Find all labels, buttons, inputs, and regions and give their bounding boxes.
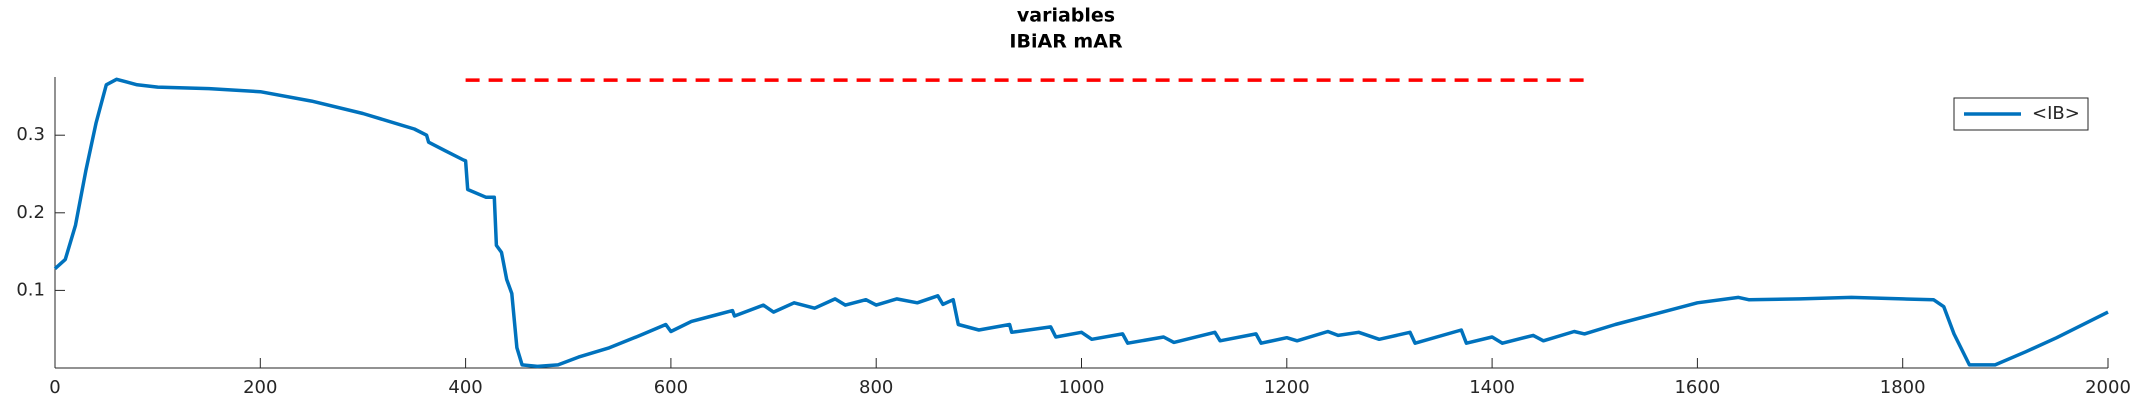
x-tick-label: 0 [49, 377, 60, 398]
x-tick-label: 1400 [1469, 377, 1515, 398]
x-tick-label: 400 [448, 377, 482, 398]
x-tick-label: 600 [654, 377, 688, 398]
legend-label: <IB> [2032, 103, 2080, 124]
y-tick-label: 0.3 [16, 124, 45, 145]
y-tick-label: 0.1 [16, 279, 45, 300]
x-tick-label: 1200 [1264, 377, 1310, 398]
x-tick-label: 200 [243, 377, 277, 398]
y-tick-label: 0.2 [16, 202, 45, 223]
chart-subtitle: IBiAR mAR [1009, 31, 1123, 53]
x-tick-label: 1600 [1674, 377, 1720, 398]
x-tick-label: 800 [859, 377, 893, 398]
x-tick-label: 1800 [1880, 377, 1926, 398]
chart-title: variables [1017, 5, 1115, 27]
x-tick-label: 2000 [2085, 377, 2131, 398]
data-line [53, 77, 2109, 369]
x-tick-label: 1000 [1059, 377, 1105, 398]
